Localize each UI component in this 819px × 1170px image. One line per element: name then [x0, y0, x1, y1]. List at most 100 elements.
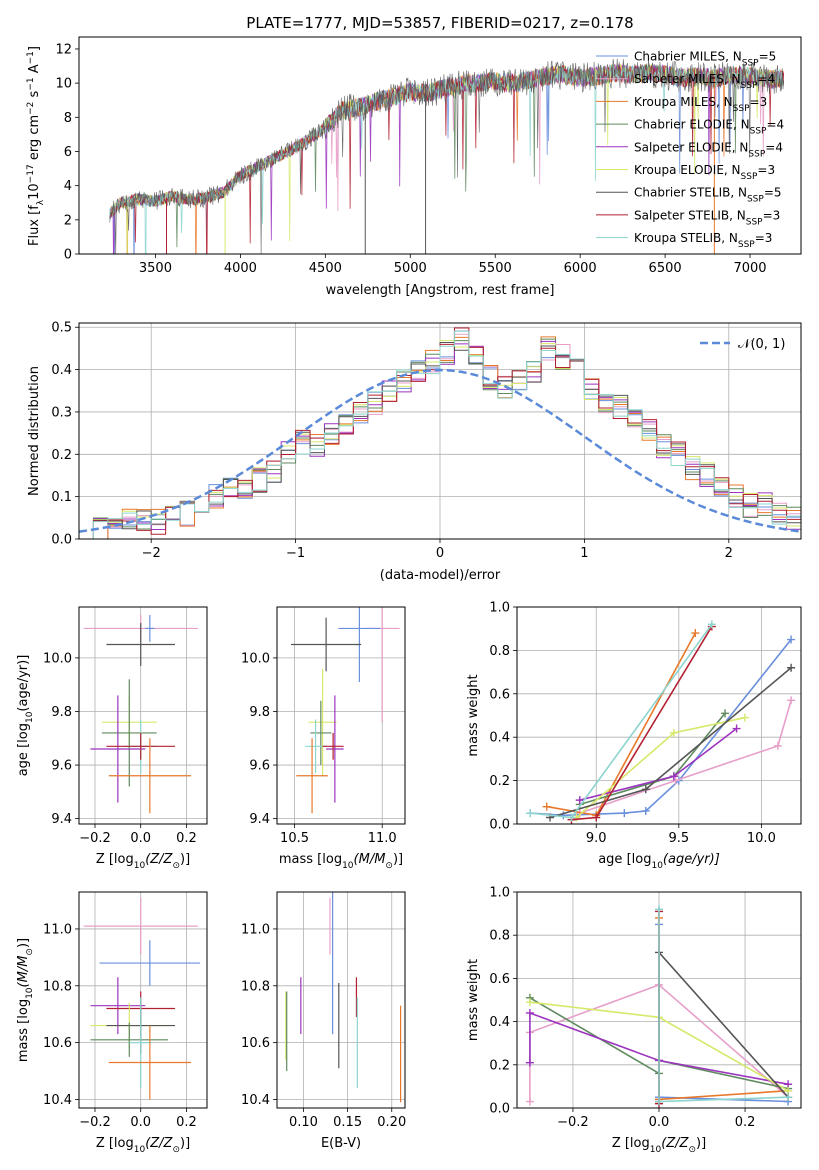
x-tick-label: −0.2 [557, 1115, 589, 1130]
axes-frame [276, 891, 406, 1109]
axes-frame [516, 606, 802, 825]
y-tick-label: 0.3 [51, 405, 72, 420]
legend-entry: Chabrier MILES, NSSP=5 [634, 50, 776, 69]
y-axis-label: Flux [fλ10−17 erg cm−2 s−1 A−1] [26, 46, 46, 246]
y-axis-label-part: mass [log [16, 999, 31, 1062]
x-tick-label: 4500 [309, 261, 342, 276]
x-axis-label-part: (M/M [354, 852, 386, 867]
x-tick-label: 0.20 [377, 1115, 406, 1130]
legend-entry-part: Chabrier STELIB, N [634, 186, 747, 200]
y-tick-label: 10.8 [43, 979, 72, 994]
x-axis-label-part: (age/yr)] [663, 852, 720, 867]
weight-marker [641, 785, 650, 794]
y-axis-label-part: ] [27, 46, 42, 51]
x-tick-label: 2 [725, 546, 733, 561]
y-axis-label-part: 10 [25, 711, 35, 723]
x-axis-label-part: 10 [134, 861, 146, 871]
y-tick-label: 0.2 [51, 448, 72, 463]
x-tick-label: 0.0 [130, 831, 151, 846]
weight-marker [773, 741, 782, 750]
y-tick-label: 0.2 [489, 1058, 510, 1073]
x-axis-label-part: (data-model)/error [380, 568, 501, 583]
x-tick-label: 7000 [733, 261, 766, 276]
weight-marker [669, 728, 678, 737]
x-axis-label-part: )] [180, 1136, 190, 1151]
y-tick-label: 9.8 [51, 705, 72, 720]
x-axis-label: age [log10(age/yr)] [598, 852, 720, 871]
weight-marker [567, 813, 576, 822]
weight-marker [787, 696, 796, 705]
y-axis-label-part: erg cm [27, 115, 42, 164]
y-axis-label-part: Flux [f [27, 205, 42, 246]
weight-marker [655, 905, 663, 914]
y-axis-label: mass weight [466, 959, 481, 1041]
x-axis-label: E(B-V) [321, 1136, 361, 1151]
x-tick-label: 6500 [649, 261, 682, 276]
legend-entry-part: SSP [733, 104, 750, 114]
legend-entry-part: SSP [750, 127, 767, 137]
legend-entry-part: =5 [764, 186, 782, 200]
panel-residuals: −2 −1 0 1 2 0.0 0.1 0.2 0.3 0.4 0.5 𝒩(0, 1) (data-mo… [27, 321, 802, 583]
y-tick-label: 0.4 [489, 1015, 510, 1030]
legend-entry-part: SSP [748, 149, 765, 159]
x-tick-label: 0.10 [289, 1115, 318, 1130]
legend-entry-part: Kroupa ELODIE, N [634, 163, 741, 177]
panel-mass-weight-vs-age: 9.0 9.5 10.0 0.0 0.2 0.4 0.6 0.8 1.0 age [log10(a… [466, 601, 802, 871]
x-axis-label-part: 10 [134, 1145, 146, 1155]
panel-mass-weight-vs-Z: −0.2 0.0 0.2 0.0 0.2 0.4 0.6 0.8 1.0 Z [log10(Z/Z… [466, 886, 802, 1155]
panel-spectrum: 3500 4000 4500 5000 5500 6000 6500 7000 0 2 4 6 8 10 1… [26, 36, 802, 298]
x-axis-label-part: E(B-V) [321, 1136, 361, 1151]
legend-entry-part: SSP [747, 195, 764, 205]
y-tick-label: 10 [55, 77, 72, 92]
y-axis-label: mass [log10(M/M⊙)] [16, 938, 35, 1062]
x-tick-label: 5500 [479, 261, 512, 276]
x-axis-label: (data-model)/error [380, 568, 501, 583]
legend-entry: Salpeter MILES, NSSP=4 [634, 72, 775, 91]
x-tick-label: 0.2 [176, 831, 197, 846]
legend-entry-part: =4 [766, 118, 784, 132]
y-tick-label: 0.6 [489, 687, 510, 702]
y-tick-label: 9.4 [51, 812, 72, 827]
x-tick-label: 0.0 [130, 1115, 151, 1130]
x-axis-label-part: )] [393, 852, 403, 867]
y-tick-label: 10.4 [241, 1093, 270, 1108]
y-tick-label: 0.0 [489, 1102, 510, 1117]
weight-marker [542, 802, 551, 811]
x-tick-label: 9.5 [668, 831, 689, 846]
legend-entry-part: Salpeter ELODIE, N [634, 140, 748, 154]
x-axis-label-part: Z [log [96, 1136, 134, 1151]
x-tick-label: 4000 [224, 261, 257, 276]
y-tick-label: 0.8 [489, 644, 510, 659]
y-axis-label: Normed distribution [27, 366, 42, 496]
x-axis-label-part: 10 [651, 861, 663, 871]
legend-entry-part: =4 [757, 72, 775, 86]
x-axis-label-part: ⊙ [385, 861, 393, 871]
x-axis-label: mass [log10(M/M⊙)] [279, 852, 403, 871]
weight-marker [525, 1008, 534, 1017]
y-tick-label: 12 [55, 42, 72, 57]
legend-entry-part: SSP [746, 217, 763, 227]
weight-marker [525, 1058, 534, 1067]
x-axis-label-part: ⊙ [172, 861, 180, 871]
histogram-chabrier-stelib [79, 342, 801, 539]
y-axis-label-part: Normed distribution [27, 366, 42, 496]
spectrum-line-chabrier-stelib [109, 58, 784, 254]
y-tick-label: 10.8 [241, 979, 270, 994]
y-tick-label: 9.6 [249, 759, 270, 774]
x-axis-label-part: (Z/Z [145, 852, 173, 867]
axes-frame [78, 322, 802, 540]
x-axis-label-part: )] [696, 1136, 706, 1151]
y-axis-label-part: −17 [26, 164, 36, 183]
x-tick-label: −0.2 [79, 831, 111, 846]
axes-frame [516, 891, 802, 1109]
plot-area [291, 607, 400, 814]
weight-marker [526, 809, 535, 818]
y-axis-label-part: ⊙ [25, 948, 35, 956]
x-tick-label: 10.0 [747, 831, 776, 846]
x-tick-label: −1 [286, 546, 305, 561]
y-axis-label-part: mass weight [466, 674, 481, 756]
weight-line-salpeter-elodie [529, 1011, 789, 1085]
weight-marker [787, 663, 796, 672]
y-tick-label: 2 [64, 213, 72, 228]
x-tick-label: 3500 [139, 261, 172, 276]
